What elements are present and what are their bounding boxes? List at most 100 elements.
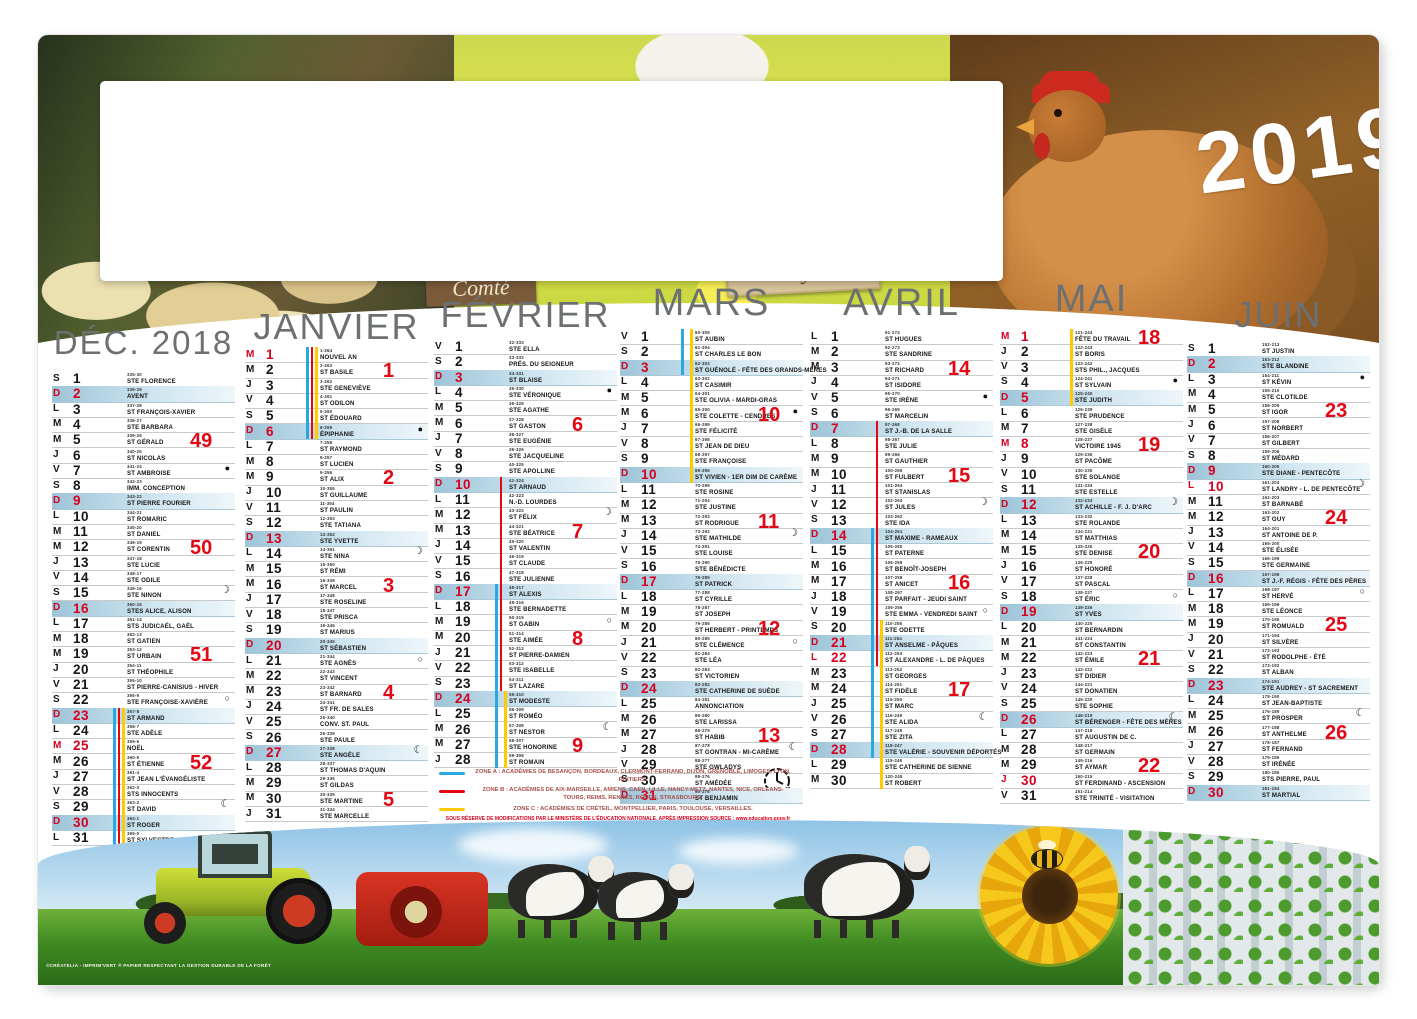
day-row: J 17 17-348 STE ROSELINE xyxy=(245,592,428,609)
saint-name: STE FRANÇOISE-XAVIÈRE xyxy=(127,699,208,707)
day-letter: M xyxy=(246,348,255,360)
week-number: 11 xyxy=(758,510,780,533)
day-number: 9 xyxy=(1021,451,1030,467)
day-letter: L xyxy=(53,617,60,629)
saint-name: ST FÉLIX xyxy=(509,514,537,522)
day-number: 3 xyxy=(1021,359,1030,375)
day-ordinal: 21-344 xyxy=(320,654,335,659)
day-letter: D xyxy=(435,585,443,597)
saint-name: ST KÉVIN xyxy=(1262,378,1292,386)
zone-b-stripe xyxy=(875,558,879,575)
zone-c-stripe xyxy=(690,420,693,437)
day-letter: L xyxy=(811,758,818,770)
zone-b-stripe xyxy=(310,423,314,440)
saint-name: ST VIVIEN - 1ER DIM DE CARÊME xyxy=(695,473,798,481)
saint-name: ST ANSELME - PÂQUES xyxy=(885,642,959,649)
day-row: M 9 99-266 ST GAUTHIER xyxy=(810,451,993,468)
day-ordinal: 158-207 xyxy=(1262,433,1280,439)
day-letter: V xyxy=(53,571,60,583)
day-ordinal: 69-296 xyxy=(695,467,710,473)
day-letter: L xyxy=(53,724,60,736)
day-ordinal: 114-251 xyxy=(885,681,903,687)
day-row: J 2 122-243 ST BORIS xyxy=(1000,344,1183,361)
day-letter: S xyxy=(1188,342,1195,354)
day-ordinal: 55-310 xyxy=(509,691,524,697)
saint-name: ST ANTHELME xyxy=(1262,730,1307,738)
day-row: J 6 340-25 ST NICOLAS xyxy=(52,448,235,464)
cloud xyxy=(678,838,798,864)
saint-name: ST YVES xyxy=(1075,611,1102,619)
day-letter: J xyxy=(53,770,59,782)
saint-name: ST AMBROISE xyxy=(127,469,171,477)
zone-c-stripe xyxy=(122,753,125,770)
day-ordinal: 148-217 xyxy=(1075,743,1093,749)
day-row: D 24 55-310 ST MODESTE xyxy=(434,690,617,708)
moon-phase-icon: ☽ xyxy=(1355,477,1365,490)
day-ordinal: 346-19 xyxy=(127,540,142,546)
day-letter: D xyxy=(435,478,443,490)
day-ordinal: 17-348 xyxy=(320,592,335,598)
moon-phase-icon: ☽ xyxy=(788,526,798,539)
zone-a-stripe xyxy=(495,629,498,646)
zone-b-stripe xyxy=(117,707,121,724)
zone-b-stripe xyxy=(310,392,314,409)
day-number: 2 xyxy=(641,344,650,360)
saint-name: ST JOSEPH xyxy=(695,611,731,619)
day-number: 30 xyxy=(1021,772,1038,788)
day-row: D 24 83-282 STE CATHERINE DE SUÈDE xyxy=(620,680,803,698)
day-row: S 5 5-360 ST ÉDOUARD xyxy=(245,408,428,425)
day-row: M 26 57-308 ST NESTOR ☾ xyxy=(434,721,617,738)
day-number: 2 xyxy=(1208,356,1217,372)
zone-c-stripe xyxy=(1070,329,1073,345)
day-letter: M xyxy=(435,401,444,413)
zone-a-stripe xyxy=(113,753,116,770)
day-ordinal: 363-2 xyxy=(127,800,140,806)
day-row: V 1 60-305 ST AUBIN xyxy=(620,329,803,346)
day-ordinal: 64-301 xyxy=(695,391,710,397)
saint-name: ST THÉOPHILE xyxy=(127,668,174,676)
month-title: JUIN xyxy=(1234,294,1323,335)
zone-a-stripe xyxy=(495,690,498,707)
day-ordinal: 361-4 xyxy=(127,769,140,775)
day-ordinal: 134-231 xyxy=(1075,528,1093,534)
zone-b-stripe xyxy=(875,512,879,529)
legend-zone-a-label: ZONE A : ACADÉMIES DE BESANÇON, BORDEAUX… xyxy=(475,769,791,783)
day-number: 2 xyxy=(455,354,464,370)
day-letter: L xyxy=(53,403,60,415)
saint-name: ST GILDAS xyxy=(320,782,354,790)
saint-name: STE ISABELLE xyxy=(509,667,555,675)
day-row: J 13 347-18 STE LUCIE xyxy=(52,555,235,571)
day-ordinal: 9-356 xyxy=(320,470,333,476)
day-row: M 12 163-202 ST GUY 24 xyxy=(1187,507,1370,529)
day-number: 12 xyxy=(266,515,283,531)
day-ordinal: 362-3 xyxy=(127,785,140,791)
zone-c-stripe xyxy=(880,711,883,728)
day-number: 2 xyxy=(831,344,840,360)
day-number: 24 xyxy=(641,680,658,696)
day-ordinal: 108-257 xyxy=(885,590,903,596)
saint-name: STE AIMÉE xyxy=(509,636,543,644)
day-row: L 4 35-330 STE VÉRONIQUE ● xyxy=(434,385,617,402)
day-letter: M xyxy=(1001,743,1010,755)
day-row: D 2 336-29 AVENT xyxy=(52,386,235,403)
saint-name: ST FERNAND xyxy=(1262,745,1303,753)
day-row: J 21 80-285 STE CLÉMENCE ○ xyxy=(620,635,803,652)
saint-name: ST MARCEL xyxy=(320,583,357,591)
saint-name: ST FRANÇOIS-XAVIER xyxy=(127,408,196,416)
saint-name: ST ROBERT xyxy=(885,779,922,787)
day-ordinal: 35-330 xyxy=(509,385,524,391)
day-number: 5 xyxy=(73,432,82,448)
saint-name: ST ANICET xyxy=(885,580,919,588)
saint-name: ST RÉMI xyxy=(320,568,346,576)
day-row: D 10 69-296 ST VIVIEN - 1ER DIM DE CARÊME xyxy=(620,466,803,483)
day-letter: M xyxy=(53,525,62,537)
day-letter: L xyxy=(621,697,628,709)
moon-phase-icon: ○ xyxy=(1359,586,1365,597)
day-number: 5 xyxy=(1208,402,1217,418)
day-letter: L xyxy=(811,330,818,342)
day-letter: S xyxy=(246,731,253,742)
day-number: 7 xyxy=(1208,432,1217,448)
day-letter: M xyxy=(621,728,630,740)
zone-c-stripe xyxy=(880,665,883,682)
day-ordinal: 80-285 xyxy=(695,636,710,641)
